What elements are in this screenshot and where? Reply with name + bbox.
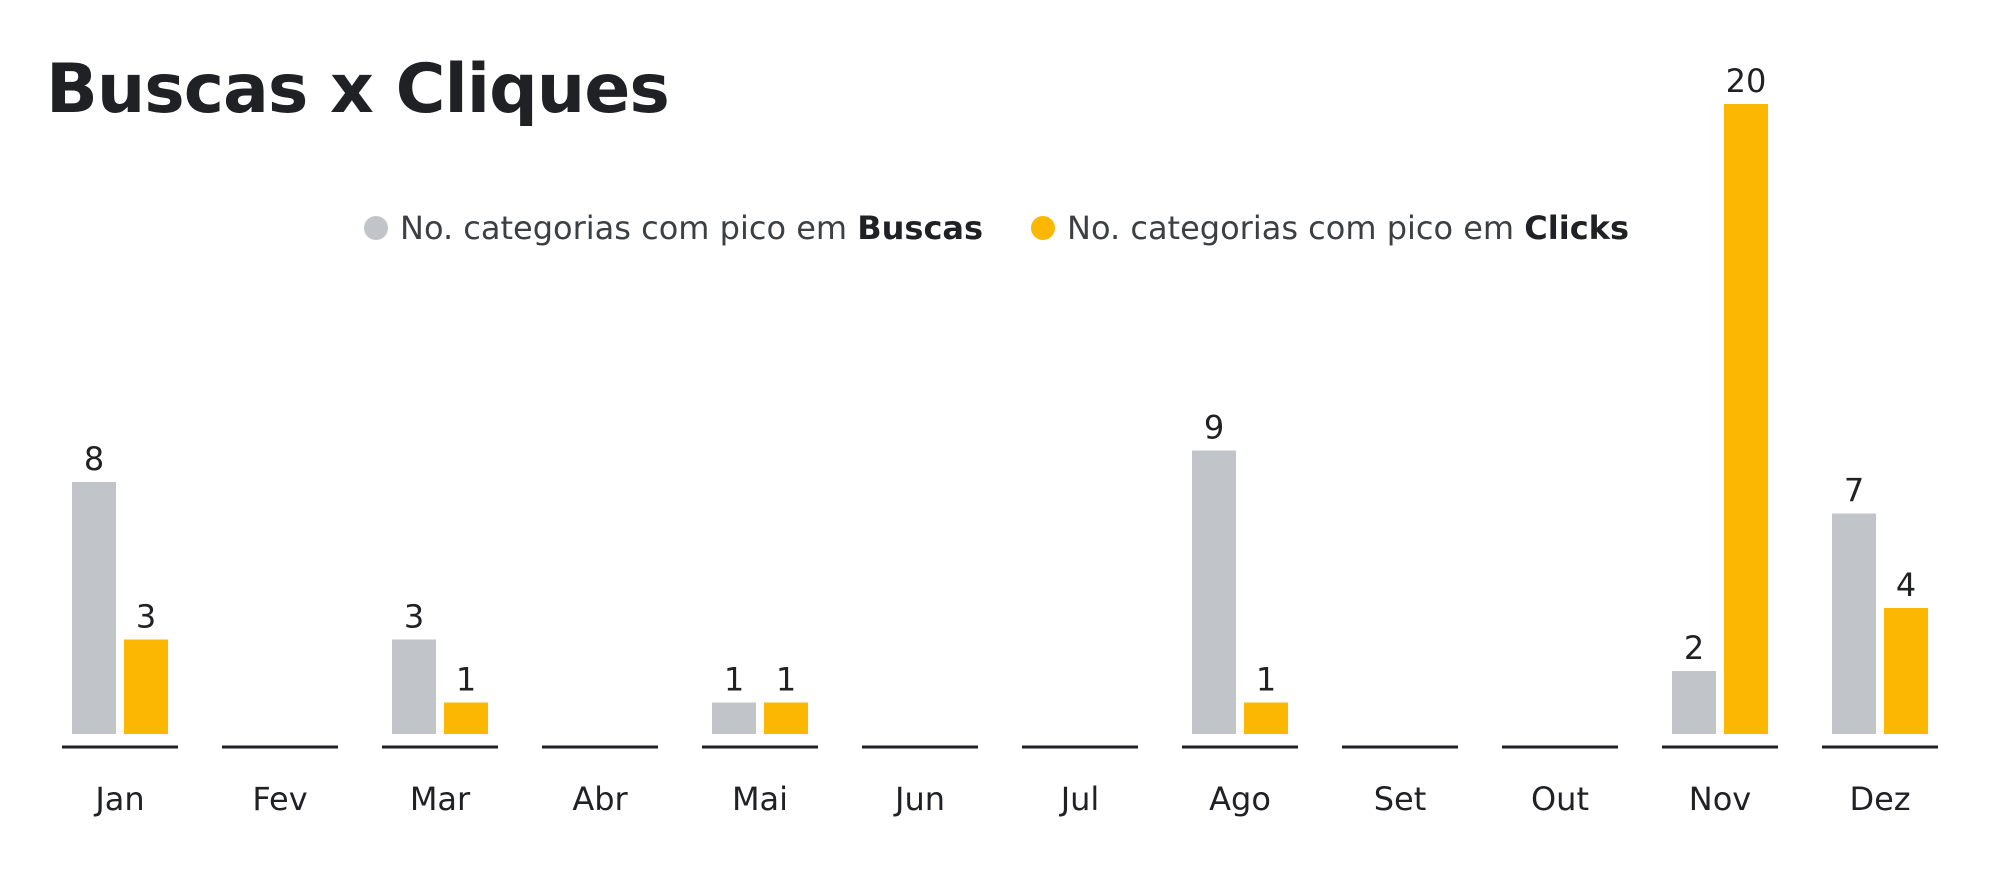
data-label-clicks-mar: 1 xyxy=(456,661,476,699)
data-label-buscas-ago: 9 xyxy=(1204,409,1224,447)
bar-buscas-mar xyxy=(392,639,436,734)
x-tick-label-fev: Fev xyxy=(252,780,307,818)
legend-swatch-clicks xyxy=(1031,216,1056,240)
x-tick-label-mai: Mai xyxy=(732,780,788,818)
data-label-clicks-ago: 1 xyxy=(1256,661,1276,699)
chart-legend: No. categorias com pico em Buscas No. ca… xyxy=(364,204,1629,252)
x-tick-label-set: Set xyxy=(1374,780,1427,818)
data-label-buscas-mar: 3 xyxy=(404,598,424,636)
legend-label-clicks-emphasis: Clicks xyxy=(1524,209,1629,247)
data-label-buscas-dez: 7 xyxy=(1844,472,1864,510)
x-tick-label-jul: Jul xyxy=(1059,780,1100,818)
legend-swatch-buscas xyxy=(364,216,388,240)
legend-label-clicks-prefix: No. categorias com pico em xyxy=(1067,209,1525,247)
data-label-clicks-nov: 20 xyxy=(1726,62,1767,100)
data-label-clicks-dez: 4 xyxy=(1896,566,1916,604)
x-tick-label-dez: Dez xyxy=(1849,780,1910,818)
x-tick-label-jan: Jan xyxy=(93,780,144,818)
legend-label-clicks: No. categorias com pico em Clicks xyxy=(1067,204,1629,252)
bar-buscas-ago xyxy=(1192,450,1236,734)
bar-clicks-ago xyxy=(1244,702,1288,734)
x-tick-label-out: Out xyxy=(1531,780,1589,818)
bar-clicks-mar xyxy=(444,702,488,734)
bar-buscas-dez xyxy=(1832,513,1876,734)
bar-clicks-dez xyxy=(1884,608,1928,734)
legend-item-clicks: No. categorias com pico em Clicks xyxy=(1031,204,1629,252)
x-tick-label-mar: Mar xyxy=(410,780,471,818)
data-label-buscas-mai: 1 xyxy=(724,661,744,699)
bar-buscas-jan xyxy=(72,482,116,734)
data-label-buscas-nov: 2 xyxy=(1684,629,1704,667)
legend-label-buscas: No. categorias com pico em Buscas xyxy=(400,204,983,252)
bar-clicks-nov xyxy=(1724,104,1768,734)
x-tick-label-abr: Abr xyxy=(572,780,628,818)
bar-buscas-mai xyxy=(712,702,756,734)
data-label-clicks-mai: 1 xyxy=(776,661,796,699)
data-label-buscas-jan: 8 xyxy=(84,440,104,478)
bar-buscas-nov xyxy=(1672,671,1716,734)
bar-clicks-mai xyxy=(764,702,808,734)
legend-label-buscas-prefix: No. categorias com pico em xyxy=(400,209,858,247)
chart-title: Buscas x Cliques xyxy=(46,50,670,129)
x-tick-label-ago: Ago xyxy=(1209,780,1271,818)
data-label-clicks-jan: 3 xyxy=(136,598,156,636)
x-tick-label-nov: Nov xyxy=(1689,780,1751,818)
bar-clicks-jan xyxy=(124,639,168,734)
x-tick-label-jun: Jun xyxy=(893,780,945,818)
legend-label-buscas-emphasis: Buscas xyxy=(857,209,984,247)
legend-item-buscas: No. categorias com pico em Buscas xyxy=(364,204,983,252)
